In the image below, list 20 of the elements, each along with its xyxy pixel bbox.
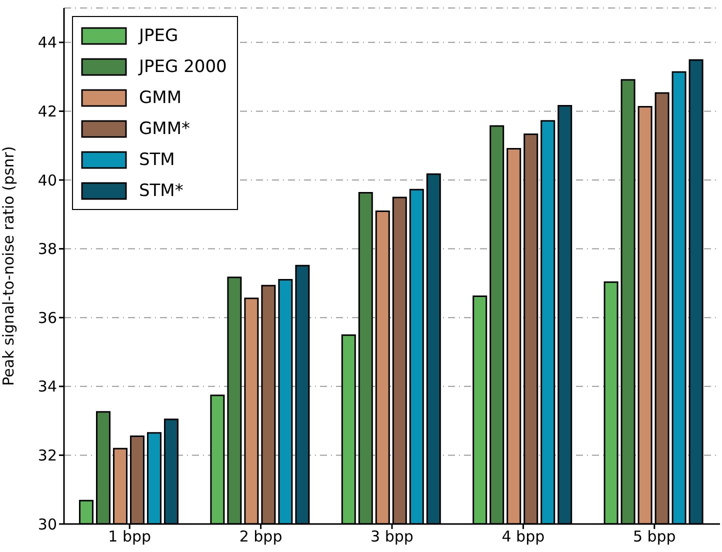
- y-tick-label: 38: [38, 240, 57, 258]
- y-tick-label: 42: [38, 102, 57, 121]
- x-tick-label: 4 bpp: [502, 528, 545, 546]
- y-tick-label: 30: [38, 515, 57, 534]
- y-axis-title: Peak signal-to-noise ratio (psnr): [0, 146, 18, 386]
- x-tick-label: 5 bpp: [632, 528, 676, 546]
- legend-label: GMM: [139, 88, 182, 108]
- legend-label: JPEG: [139, 26, 178, 46]
- y-tick-label: 40: [38, 171, 57, 190]
- x-tick-label: 1 bpp: [108, 528, 152, 546]
- legend-label: GMM*: [139, 118, 190, 138]
- y-tick-label: 36: [38, 308, 57, 327]
- y-tick-label: 34: [38, 378, 57, 396]
- legend-label: STM*: [139, 180, 184, 200]
- legend-label: STM: [139, 150, 175, 170]
- x-tick-label: 3 bpp: [370, 528, 414, 546]
- legend-label: JPEG 2000: [139, 56, 227, 76]
- y-tick-label: 44: [38, 34, 57, 52]
- x-tick-label: 2 bpp: [239, 528, 282, 546]
- y-tick-label: 32: [38, 446, 57, 465]
